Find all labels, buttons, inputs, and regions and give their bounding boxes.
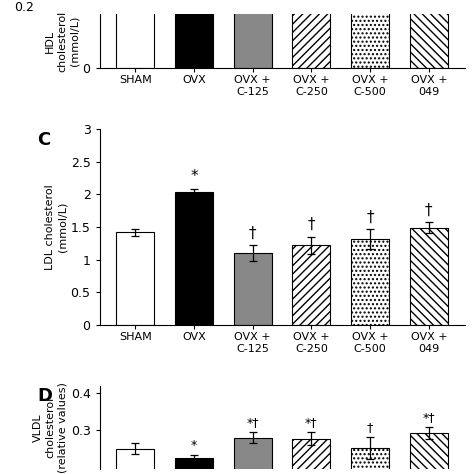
Text: †: † [367, 421, 374, 434]
Text: †: † [366, 210, 374, 225]
Bar [410, 433, 448, 474]
Text: *: * [191, 439, 197, 452]
Text: C: C [37, 131, 51, 149]
Bar [292, 246, 330, 325]
Y-axis label: VLDL
cholesterol
(relative values): VLDL cholesterol (relative values) [33, 382, 68, 473]
Text: †: † [425, 203, 433, 218]
Text: *†: *† [305, 416, 318, 429]
Bar [116, 232, 155, 325]
Bar [351, 239, 389, 325]
Bar [351, 448, 389, 474]
Bar [410, 228, 448, 325]
Text: †: † [249, 226, 256, 241]
Bar [410, 0, 448, 68]
Bar [175, 0, 213, 68]
Bar [292, 438, 330, 474]
Text: *†: *† [246, 416, 259, 429]
Text: †: † [308, 217, 315, 232]
Y-axis label: HDL
cholesterol
(mmol/L): HDL cholesterol (mmol/L) [45, 10, 80, 72]
Text: *: * [190, 169, 198, 184]
Bar [234, 253, 272, 325]
Bar [234, 0, 272, 68]
Bar [234, 438, 272, 474]
Y-axis label: LDL cholesterol
(mmol/L): LDL cholesterol (mmol/L) [46, 184, 68, 270]
Text: 0.2: 0.2 [14, 1, 34, 14]
Bar [351, 0, 389, 68]
Bar [116, 449, 155, 474]
Bar [292, 0, 330, 68]
Bar [116, 0, 155, 68]
Bar [175, 192, 213, 325]
Text: D: D [37, 387, 53, 405]
Text: *†: *† [422, 411, 435, 425]
Bar [175, 458, 213, 474]
